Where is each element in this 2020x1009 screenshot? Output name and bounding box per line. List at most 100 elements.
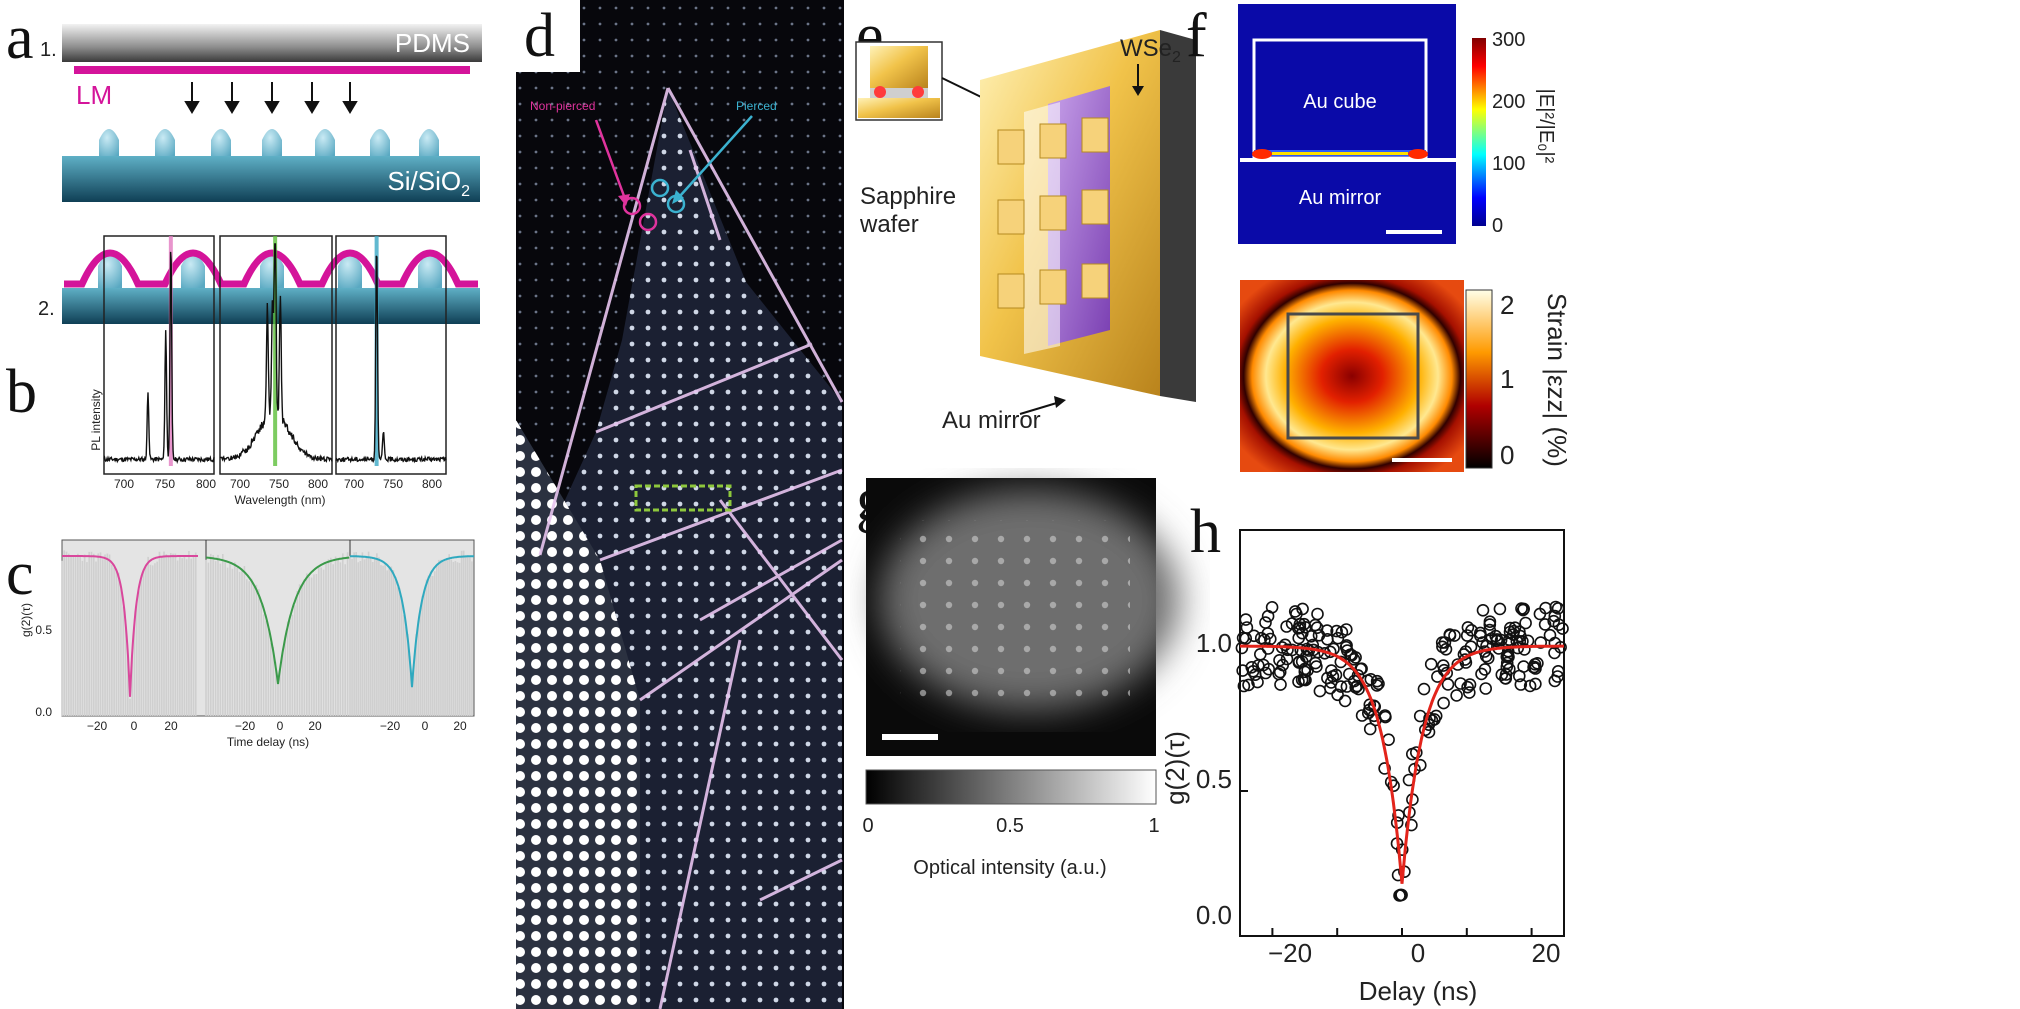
h-data-point <box>1503 625 1517 639</box>
h-data-point <box>1424 657 1438 671</box>
h-data-point <box>1481 651 1495 665</box>
h-data-point <box>1529 662 1542 675</box>
panel-label-a: a <box>6 4 34 72</box>
g-cbar-label: Optical intensity (a.u.) <box>913 857 1106 879</box>
g-cbar-tick-0: 0 <box>862 815 873 837</box>
c-fit-curve-3 <box>350 555 474 688</box>
f-cbar-tick-0: 0 <box>1492 215 1503 237</box>
press-arrows <box>184 82 358 114</box>
h-data-point <box>1251 675 1264 689</box>
h-data-point <box>1437 696 1450 710</box>
b-ylabel: PL intensity <box>89 389 103 451</box>
non-pierced-label: Non-pierced <box>530 99 595 113</box>
h-xtick-0: 0 <box>1411 938 1425 968</box>
c1-xtick-0: 0 <box>131 719 138 733</box>
h-data-point <box>1483 618 1497 631</box>
h-data-point <box>1280 620 1293 633</box>
d-micrograph <box>516 0 844 1009</box>
h-data-point <box>1516 603 1530 617</box>
h-data-point <box>1293 617 1307 631</box>
h-data-point <box>1413 709 1427 723</box>
h-data-point <box>1504 621 1517 635</box>
b-spectrum-1 <box>103 251 215 465</box>
h-data-point <box>1547 614 1560 628</box>
h-data-point <box>1517 660 1530 673</box>
h-data-point <box>1523 679 1537 693</box>
g-cbar-tick-1: 1 <box>1148 815 1159 837</box>
h-data-point <box>1460 629 1474 642</box>
panel-label-b: b <box>6 358 37 426</box>
c-ytick-05: 0.5 <box>35 623 52 637</box>
h-data-point <box>1261 627 1275 640</box>
c-ylabel: g(2)(τ) <box>19 603 33 637</box>
h-data-point <box>1355 662 1368 676</box>
c2-xtick-20: 20 <box>308 719 322 733</box>
non-pierced-arrowhead <box>618 194 630 206</box>
h-data-point <box>1479 682 1492 695</box>
h-data-point <box>1450 689 1463 702</box>
h-ytick-05: 0.5 <box>1196 764 1232 794</box>
h-data-point <box>1439 642 1453 656</box>
h-data-point <box>1299 650 1313 663</box>
liquid-metal-layer <box>74 66 470 74</box>
c-ytick-0: 0.0 <box>35 705 52 719</box>
step-2-label: 2. <box>38 298 55 320</box>
substrate-1 <box>62 156 480 202</box>
pillar-array-1 <box>99 129 439 158</box>
h-ytick-1: 1.0 <box>1196 628 1232 658</box>
f-cbar-tick-100: 100 <box>1492 153 1525 175</box>
h-data-point <box>1331 688 1344 702</box>
h-data-point <box>1254 647 1267 661</box>
h-data-point <box>1556 622 1569 635</box>
c-xlabel: Time delay (ns) <box>227 735 309 749</box>
g-colorbar <box>865 769 1157 805</box>
h-data-point <box>1519 616 1532 630</box>
h-data-point <box>1247 629 1261 643</box>
substrate-label: Si/SiO2 <box>387 166 470 200</box>
h-data-point <box>1483 623 1496 637</box>
f-colorbar <box>1472 38 1486 226</box>
au-cube-label: Au cube <box>1303 91 1376 113</box>
pdms-label: PDMS <box>395 28 470 58</box>
strain-tick-1: 1 <box>1500 364 1514 394</box>
b2-tick-750: 750 <box>269 477 289 491</box>
panel-label-c: c <box>6 540 34 608</box>
h-data-point <box>1363 722 1377 736</box>
h-data-point <box>1529 677 1542 691</box>
h-data-point <box>1474 629 1487 643</box>
h-data-point <box>1273 653 1286 667</box>
substrate-2 <box>62 288 480 324</box>
mirror-arrowhead <box>1054 396 1066 408</box>
strain-colorbar <box>1465 289 1493 469</box>
non-pierced-circle-1 <box>622 196 642 216</box>
h-fit-curve <box>1240 644 1564 884</box>
b1-tick-750: 750 <box>155 477 175 491</box>
h-data-point <box>1274 678 1287 691</box>
h-data-point <box>1355 709 1369 722</box>
g-pl-map <box>866 478 1180 756</box>
h-ytick-0: 0.0 <box>1196 900 1232 930</box>
mirror-arrow <box>1019 401 1061 415</box>
h-data-point <box>1313 684 1327 698</box>
e-device-3d <box>980 30 1196 402</box>
h-data-point <box>1237 679 1251 693</box>
h-data-point <box>1378 709 1392 722</box>
h-data-point <box>1334 680 1348 693</box>
non-pierced-arrow <box>594 119 626 197</box>
pierced-label: Pierced <box>736 99 777 113</box>
h-data-point <box>1321 671 1334 685</box>
h-data-point <box>1311 607 1324 621</box>
b1-tick-800: 800 <box>196 477 216 491</box>
h-data-point <box>1451 658 1465 671</box>
b-marker-1 <box>168 236 173 466</box>
h-data-point <box>1299 673 1312 687</box>
h-data-point <box>1417 682 1431 696</box>
c1-xtick-20: 20 <box>164 719 178 733</box>
h-data-point <box>1490 634 1504 648</box>
b-spectrum-3 <box>335 255 447 464</box>
h-data-point <box>1500 650 1514 664</box>
pierced-circle-1 <box>650 178 670 198</box>
f-cbar-tick-200: 200 <box>1492 91 1525 113</box>
c2-xtick-0: 0 <box>277 719 284 733</box>
